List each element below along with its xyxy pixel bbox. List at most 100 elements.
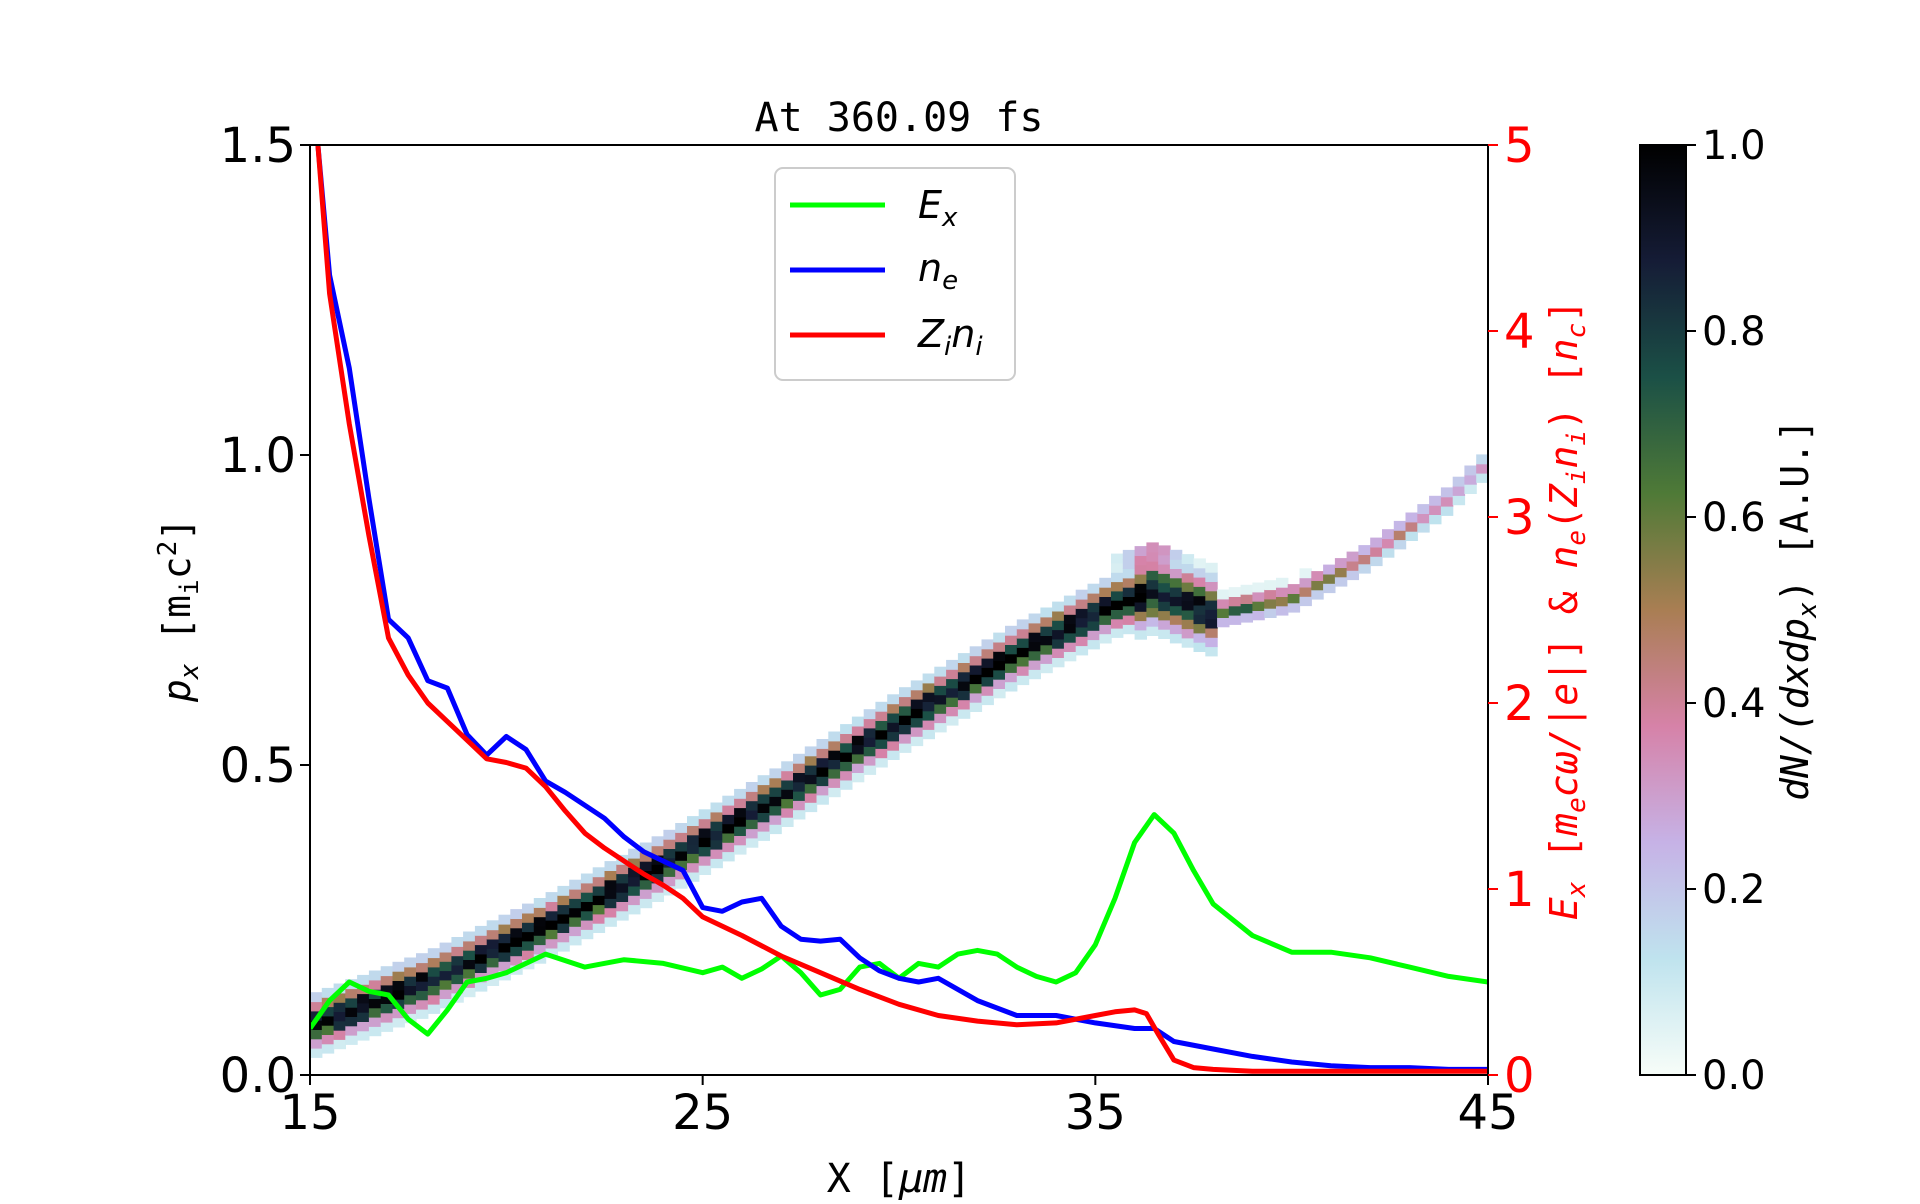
phase-space-cell <box>404 976 417 986</box>
phase-space-cell <box>663 839 676 849</box>
phase-space-cell <box>887 731 900 742</box>
phase-space-cell <box>592 913 606 924</box>
phase-space-cell <box>1075 599 1089 609</box>
phase-space-cell <box>486 929 500 940</box>
phase-space-cell <box>1146 588 1159 599</box>
phase-space-cell <box>946 687 959 698</box>
phase-space-cell <box>804 792 818 803</box>
phase-space-cell <box>604 889 617 899</box>
phase-space-cell <box>1464 484 1477 494</box>
phase-space-cell <box>946 669 959 680</box>
phase-space-cell <box>604 870 617 881</box>
phase-space-cell <box>651 892 664 902</box>
phase-space-cell <box>1181 591 1195 602</box>
phase-space-cell <box>1193 558 1206 569</box>
colorbar: 0.0 0.2 0.4 0.6 0.8 1.0 dN/(dxdpx) [A.U.] <box>1639 123 1823 1099</box>
phase-space-cell <box>345 1035 358 1045</box>
phase-space-cell <box>439 979 452 990</box>
phase-space-cell <box>368 998 382 1009</box>
phase-space-cell <box>1005 663 1018 673</box>
phase-space-cell <box>510 918 523 929</box>
phase-space-cell <box>357 1030 370 1041</box>
phase-space-cell <box>887 750 900 760</box>
phase-space-cell <box>380 975 394 986</box>
phase-space-cell <box>1040 607 1053 618</box>
phase-space-cell <box>380 984 394 995</box>
phase-space-cell <box>580 892 594 902</box>
phase-space-cell <box>922 682 935 693</box>
phase-space-cell <box>946 715 959 726</box>
phase-space-cell <box>1087 630 1100 641</box>
colorbar-tick-label: 0.4 <box>1702 681 1766 727</box>
phase-space-cell <box>628 885 641 896</box>
phase-space-cell <box>910 736 924 747</box>
phase-space-cell <box>427 957 441 968</box>
phase-space-cell <box>639 851 653 862</box>
phase-space-cell <box>1346 551 1359 562</box>
y-axis-right: 0 1 2 3 4 5 <box>1488 118 1535 1104</box>
phase-space-cell <box>616 873 629 884</box>
phase-space-cell <box>592 923 606 933</box>
phase-space-cell <box>463 940 476 951</box>
phase-space-cell <box>1205 609 1218 620</box>
phase-space-cell <box>1452 476 1466 487</box>
phase-space-cell <box>710 811 723 822</box>
phase-space-cell <box>1252 591 1265 602</box>
phase-space-cell <box>1099 633 1112 644</box>
phase-space-cell <box>734 826 747 836</box>
phase-space-cell <box>1111 618 1124 629</box>
phase-space-cell <box>804 783 818 794</box>
colorbar-tick-label: 0.0 <box>1702 1053 1766 1099</box>
phase-space-cell <box>793 809 806 820</box>
phase-space-cell <box>1111 609 1124 620</box>
phase-space-cell <box>1063 632 1077 643</box>
phase-space-cell <box>745 828 759 839</box>
phase-space-cell <box>969 692 983 703</box>
phase-space-cell <box>934 694 947 705</box>
phase-space-cell <box>569 916 582 927</box>
phase-space-cell <box>463 931 476 942</box>
phase-space-cell <box>451 964 464 975</box>
phase-space-cell <box>1181 554 1195 564</box>
phase-space-cell <box>1193 642 1206 652</box>
phase-space-cell <box>1063 595 1077 606</box>
phase-space-cell <box>1217 589 1230 600</box>
phase-space-cell <box>592 904 606 915</box>
phase-space-cell <box>616 892 629 902</box>
phase-space-cell <box>1075 626 1089 637</box>
phase-space-cell <box>557 885 570 896</box>
phase-space-cell <box>840 770 853 781</box>
phase-space-cell <box>710 821 723 831</box>
phase-space-cell <box>333 1030 346 1040</box>
phase-space-cell <box>333 1039 346 1050</box>
phase-space-cell <box>1181 563 1195 574</box>
phase-space-cell <box>1334 567 1348 578</box>
phase-space-cell <box>663 848 676 859</box>
phase-space-cell <box>1382 529 1395 540</box>
phase-space-cell <box>793 791 806 801</box>
phase-space-cell <box>887 722 900 733</box>
phase-space-cell <box>745 791 759 802</box>
phase-space-cell <box>486 948 500 959</box>
phase-space-cell <box>757 775 770 786</box>
phase-space-cell <box>522 931 535 942</box>
phase-space-cell <box>1122 605 1136 616</box>
phase-space-cell <box>1099 624 1112 635</box>
phase-space-cell <box>310 1038 323 1049</box>
phase-space-cell <box>1146 551 1159 562</box>
phase-space-cell <box>1122 549 1136 560</box>
phase-space-cell <box>745 800 759 811</box>
phase-space-cell <box>404 985 417 996</box>
phase-space-cell <box>981 639 994 650</box>
phase-space-cell <box>321 1043 335 1054</box>
phase-space-cell <box>439 951 452 962</box>
phase-space-cell <box>1181 600 1195 611</box>
phase-space-cell <box>1476 463 1488 474</box>
phase-space-cell <box>392 1008 405 1019</box>
phase-space-cell <box>710 830 723 841</box>
phase-space-cell <box>604 879 617 890</box>
phase-space-cell <box>863 718 877 729</box>
phase-space-cell <box>781 789 794 800</box>
phase-space-cell <box>1169 596 1183 607</box>
phase-space-cell <box>1087 593 1100 603</box>
